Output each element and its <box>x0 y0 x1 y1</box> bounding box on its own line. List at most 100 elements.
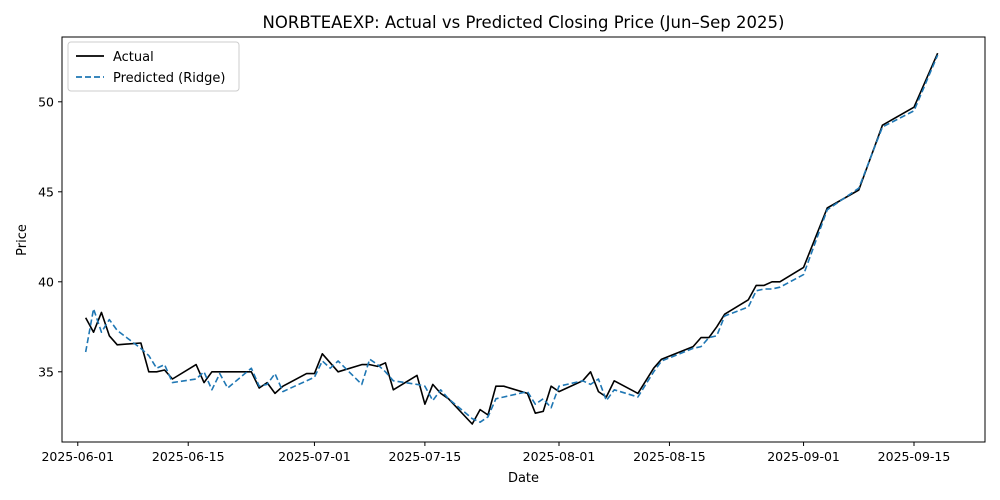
series-line-predicted-ridge <box>84 54 939 424</box>
data-point-predicted-ridge <box>700 346 702 348</box>
data-point-predicted-ridge <box>471 418 473 420</box>
data-point-actual <box>471 423 473 425</box>
y-tick-label: 35 <box>38 364 54 379</box>
data-point-predicted-ridge <box>100 331 102 333</box>
data-point-actual <box>171 378 173 380</box>
data-point-predicted-ridge <box>266 383 268 385</box>
data-point-actual <box>779 281 781 283</box>
data-point-predicted-ridge <box>164 364 166 366</box>
data-point-predicted-ridge <box>692 347 694 349</box>
data-point-predicted-ridge <box>85 351 87 353</box>
legend: Actual Predicted (Ridge) <box>67 41 240 92</box>
y-tick-label: 45 <box>38 184 54 199</box>
data-point-actual <box>416 374 418 376</box>
data-point-actual <box>432 383 434 385</box>
data-point-actual <box>771 281 773 283</box>
data-point-actual <box>558 391 560 393</box>
data-point-predicted-ridge <box>550 407 552 409</box>
data-point-predicted-ridge <box>440 389 442 391</box>
data-point-predicted-ridge <box>605 400 607 402</box>
data-point-actual <box>645 380 647 382</box>
data-point-predicted-ridge <box>361 383 363 385</box>
x-axis: 2025-06-01 2025-06-15 2025-07-01 2025-07-15… <box>41 442 950 464</box>
data-point-predicted-ridge <box>542 398 544 400</box>
data-point-actual <box>597 391 599 393</box>
data-point-actual <box>424 403 426 405</box>
plot-frame <box>61 36 986 443</box>
data-point-predicted-ridge <box>937 54 939 56</box>
data-point-actual <box>219 371 221 373</box>
data-point-predicted-ridge <box>416 383 418 385</box>
chart-title: NORBTEAEXP: Actual vs Predicted Closing … <box>263 13 785 32</box>
legend-label-predicted: Predicted (Ridge) <box>113 71 225 86</box>
data-point-predicted-ridge <box>250 367 252 369</box>
data-point-actual <box>306 373 308 375</box>
data-point-actual <box>613 380 615 382</box>
data-point-predicted-ridge <box>479 421 481 423</box>
data-point-predicted-ridge <box>653 371 655 373</box>
data-point-actual <box>479 409 481 411</box>
data-point-predicted-ridge <box>369 358 371 360</box>
data-point-predicted-ridge <box>148 355 150 357</box>
data-point-actual <box>274 392 276 394</box>
data-point-actual <box>503 385 505 387</box>
data-point-actual <box>384 362 386 364</box>
data-point-actual <box>282 385 284 387</box>
data-point-actual <box>542 410 544 412</box>
data-point-actual <box>85 317 87 319</box>
data-point-predicted-ridge <box>526 391 528 393</box>
data-point-predicted-ridge <box>306 380 308 382</box>
series-line-actual <box>84 52 939 425</box>
data-point-predicted-ridge <box>487 416 489 418</box>
y-tick-label: 50 <box>38 94 54 109</box>
data-point-predicted-ridge <box>140 347 142 349</box>
data-point-actual <box>755 284 757 286</box>
data-point-actual <box>211 371 213 373</box>
data-point-predicted-ridge <box>881 126 883 128</box>
x-tick-label: 2025-09-01 <box>767 449 840 464</box>
data-point-actual <box>550 385 552 387</box>
data-point-predicted-ridge <box>582 380 584 382</box>
x-tick-label: 2025-08-01 <box>523 449 596 464</box>
data-point-actual <box>440 392 442 394</box>
x-tick-label: 2025-07-15 <box>389 449 462 464</box>
data-point-predicted-ridge <box>637 396 639 398</box>
data-point-actual <box>116 344 118 346</box>
data-point-actual <box>661 358 663 360</box>
data-point-actual <box>590 371 592 373</box>
x-tick-label: 2025-07-01 <box>278 449 351 464</box>
data-point-predicted-ridge <box>108 319 110 321</box>
data-point-actual <box>763 284 765 286</box>
data-point-actual <box>692 346 694 348</box>
data-point-predicted-ridge <box>661 360 663 362</box>
legend-label-actual: Actual <box>113 50 154 65</box>
data-point-predicted-ridge <box>826 209 828 211</box>
data-point-actual <box>227 371 229 373</box>
data-point-actual <box>108 335 110 337</box>
data-point-predicted-ridge <box>195 378 197 380</box>
data-point-actual <box>148 371 150 373</box>
plot-area <box>84 52 939 425</box>
data-point-actual <box>329 362 331 364</box>
data-point-predicted-ridge <box>645 383 647 385</box>
data-point-predicted-ridge <box>763 288 765 290</box>
data-point-predicted-ridge <box>227 387 229 389</box>
data-point-actual <box>700 337 702 339</box>
y-axis: 35 40 45 50 <box>38 94 62 379</box>
data-point-predicted-ridge <box>803 274 805 276</box>
data-point-predicted-ridge <box>211 389 213 391</box>
data-point-actual <box>164 369 166 371</box>
data-point-predicted-ridge <box>392 380 394 382</box>
x-tick-label: 2025-08-15 <box>633 449 706 464</box>
y-axis-title: Price <box>15 224 30 256</box>
legend-frame <box>67 41 240 92</box>
data-point-actual <box>495 385 497 387</box>
data-point-predicted-ridge <box>590 383 592 385</box>
data-point-predicted-ridge <box>597 378 599 380</box>
data-point-predicted-ridge <box>534 403 536 405</box>
data-point-actual <box>803 266 805 268</box>
x-axis-title: Date <box>508 471 539 486</box>
data-point-predicted-ridge <box>274 373 276 375</box>
data-point-predicted-ridge <box>337 360 339 362</box>
